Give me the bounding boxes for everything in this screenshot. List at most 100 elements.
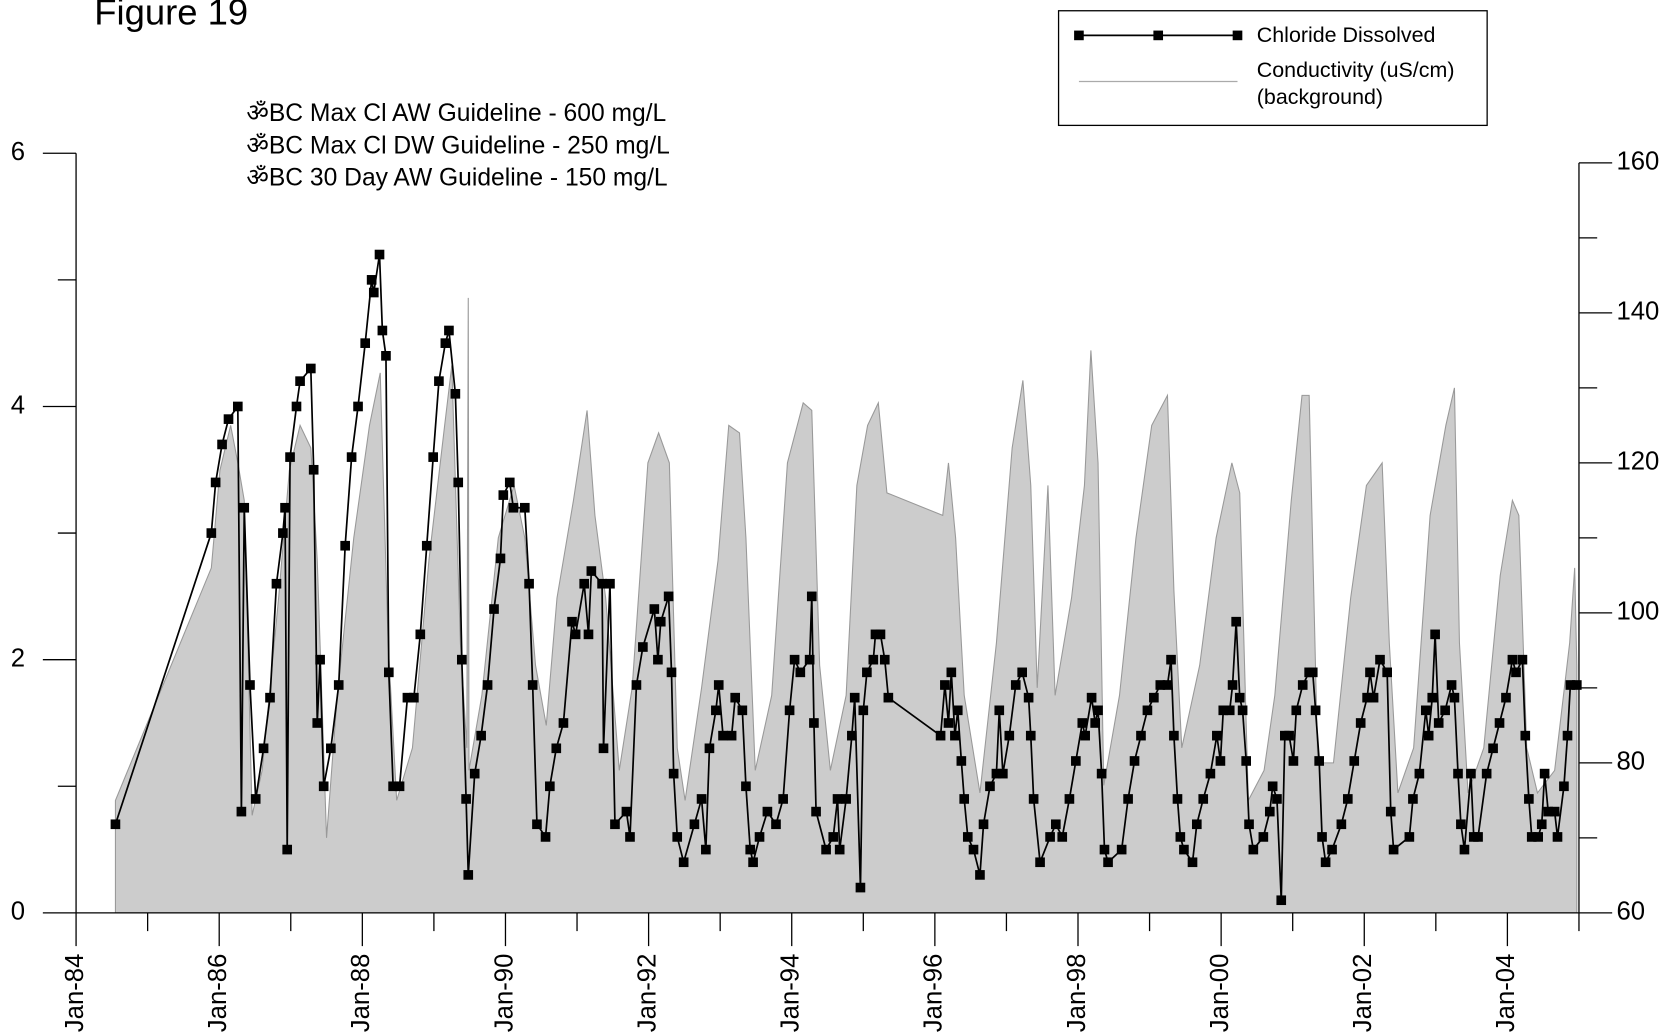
chloride-marker [469,768,480,779]
y-tick-label: 2 [11,644,25,672]
chloride-marker [206,528,217,538]
chloride-marker [333,680,344,690]
chloride-marker [540,832,551,842]
chloride-marker [828,832,839,842]
chloride-marker [312,718,323,728]
chloride-marker [1507,654,1518,665]
chloride-marker [1175,832,1186,842]
chloride-marker [567,616,577,627]
chloride-marker [482,680,493,690]
chloride-marker [1017,667,1027,678]
chloride-marker [1123,794,1133,804]
chloride-marker [795,667,806,678]
chloride-marker [1028,794,1039,804]
chloride-marker [666,667,677,678]
legend-label: Conductivity (uS/cm) (background) [1256,58,1455,110]
chloride-marker [1565,680,1576,690]
chloride-marker [806,591,817,602]
chloride-marker [655,616,666,627]
chloride-marker [1010,680,1021,690]
chloride-marker [368,287,379,298]
chloride-marker [232,401,243,412]
chloride-marker [570,629,581,640]
chloride-marker [1057,832,1068,842]
chloride-marker [421,540,432,551]
chloride-marker [1248,844,1259,855]
chloride-marker [1169,730,1179,741]
chloride-marker [696,794,707,804]
chloride-marker [1501,692,1511,703]
chloride-line [114,254,1577,901]
chloride-marker [1524,794,1534,804]
x-tick-label: Jan-92 [633,954,661,1033]
chloride-marker [1456,819,1466,830]
chloride-marker [841,794,851,804]
chloride-marker [663,591,674,602]
chloride-marker [741,781,751,792]
legend-label: Chloride Dissolved [1256,23,1436,48]
chloride-marker [1212,730,1222,741]
chloride-marker [346,452,357,462]
chloride-marker [1004,730,1015,741]
chloride-marker [1562,730,1573,741]
legend: Chloride Dissolved Conductivity (uS/cm) (… [1057,10,1488,127]
chloride-marker [1136,730,1146,741]
chloride-marker [975,870,985,880]
chloride-marker [678,857,689,868]
chloride-marker [1408,794,1418,804]
chloride-marker [1459,844,1470,855]
chloride-marker [1187,857,1198,868]
chloride-marker [340,540,350,551]
chloride-marker [271,578,282,589]
y2-tick-label: 60 [1616,898,1645,926]
annotation: ॐBC Max Cl AW Guideline - 600 mg/L [246,100,666,127]
chloride-marker [1149,692,1159,703]
chloride-marker [476,730,486,741]
chloride-marker [1267,781,1278,792]
chloride-marker [978,819,989,830]
chloride-marker [1375,654,1385,665]
chloride-marker [579,578,590,589]
annotation: ॐBC Max Cl DW Guideline - 250 mg/L [246,132,669,159]
chloride-marker [1227,680,1238,690]
chloride-marker [1071,756,1081,766]
chloride-marker [1517,654,1528,665]
chloride-marker [1533,832,1543,842]
chloride-marker [1191,819,1202,830]
chloride-marker [282,844,293,855]
chloride-marker [1231,616,1241,627]
legend-item: Conductivity (uS/cm) (background) [1256,58,1455,110]
chloride-marker [1276,895,1287,906]
chloride-marker [508,502,519,513]
chloride-marker [1077,718,1088,728]
chloride-marker [291,401,302,412]
chloride-marker [1288,756,1299,766]
chloride-marker [968,844,979,855]
chloride-marker [789,654,800,665]
chloride-marker [711,705,721,716]
x-tick-label: Jan-84 [61,954,89,1033]
chloride-marker [1427,692,1438,703]
chloride-marker [748,857,758,868]
x-tick-label: Jan-00 [1206,954,1234,1033]
chloride-marker [1520,730,1531,741]
chloride-marker [1336,819,1347,830]
chloride-marker [943,718,954,728]
chloride-marker [1103,857,1113,868]
chloride-marker [1539,768,1550,779]
chloride-marker [217,439,227,450]
chloride-marker [598,743,609,754]
chloride-marker [959,794,970,804]
chloride-marker [950,730,960,741]
chloride-marker [308,464,319,475]
chloride-marker [784,705,795,716]
chloride-marker [1198,794,1209,804]
chloride-marker [428,452,439,462]
chloride-marker [1035,857,1045,868]
chloride-marker [1526,832,1537,842]
chloride-marker [1050,819,1061,830]
chloride-marker [1237,705,1248,716]
chloride-marker [1473,832,1483,842]
chloride-marker [504,477,515,488]
chloride-marker [713,680,724,690]
